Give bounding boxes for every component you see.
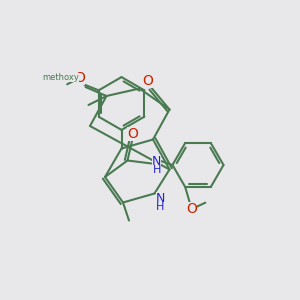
Text: O: O — [75, 71, 86, 85]
Text: O: O — [142, 74, 153, 88]
Text: methoxy: methoxy — [42, 73, 79, 82]
Text: O: O — [127, 128, 138, 141]
Text: H: H — [152, 165, 161, 175]
Text: H: H — [156, 202, 165, 212]
Text: N: N — [156, 191, 165, 205]
Text: N: N — [152, 154, 161, 168]
Text: O: O — [186, 202, 197, 216]
